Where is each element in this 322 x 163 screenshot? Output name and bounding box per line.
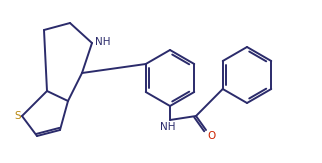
Text: S: S bbox=[14, 111, 21, 121]
Text: NH: NH bbox=[95, 37, 110, 47]
Text: NH: NH bbox=[160, 122, 176, 132]
Text: O: O bbox=[207, 131, 215, 141]
